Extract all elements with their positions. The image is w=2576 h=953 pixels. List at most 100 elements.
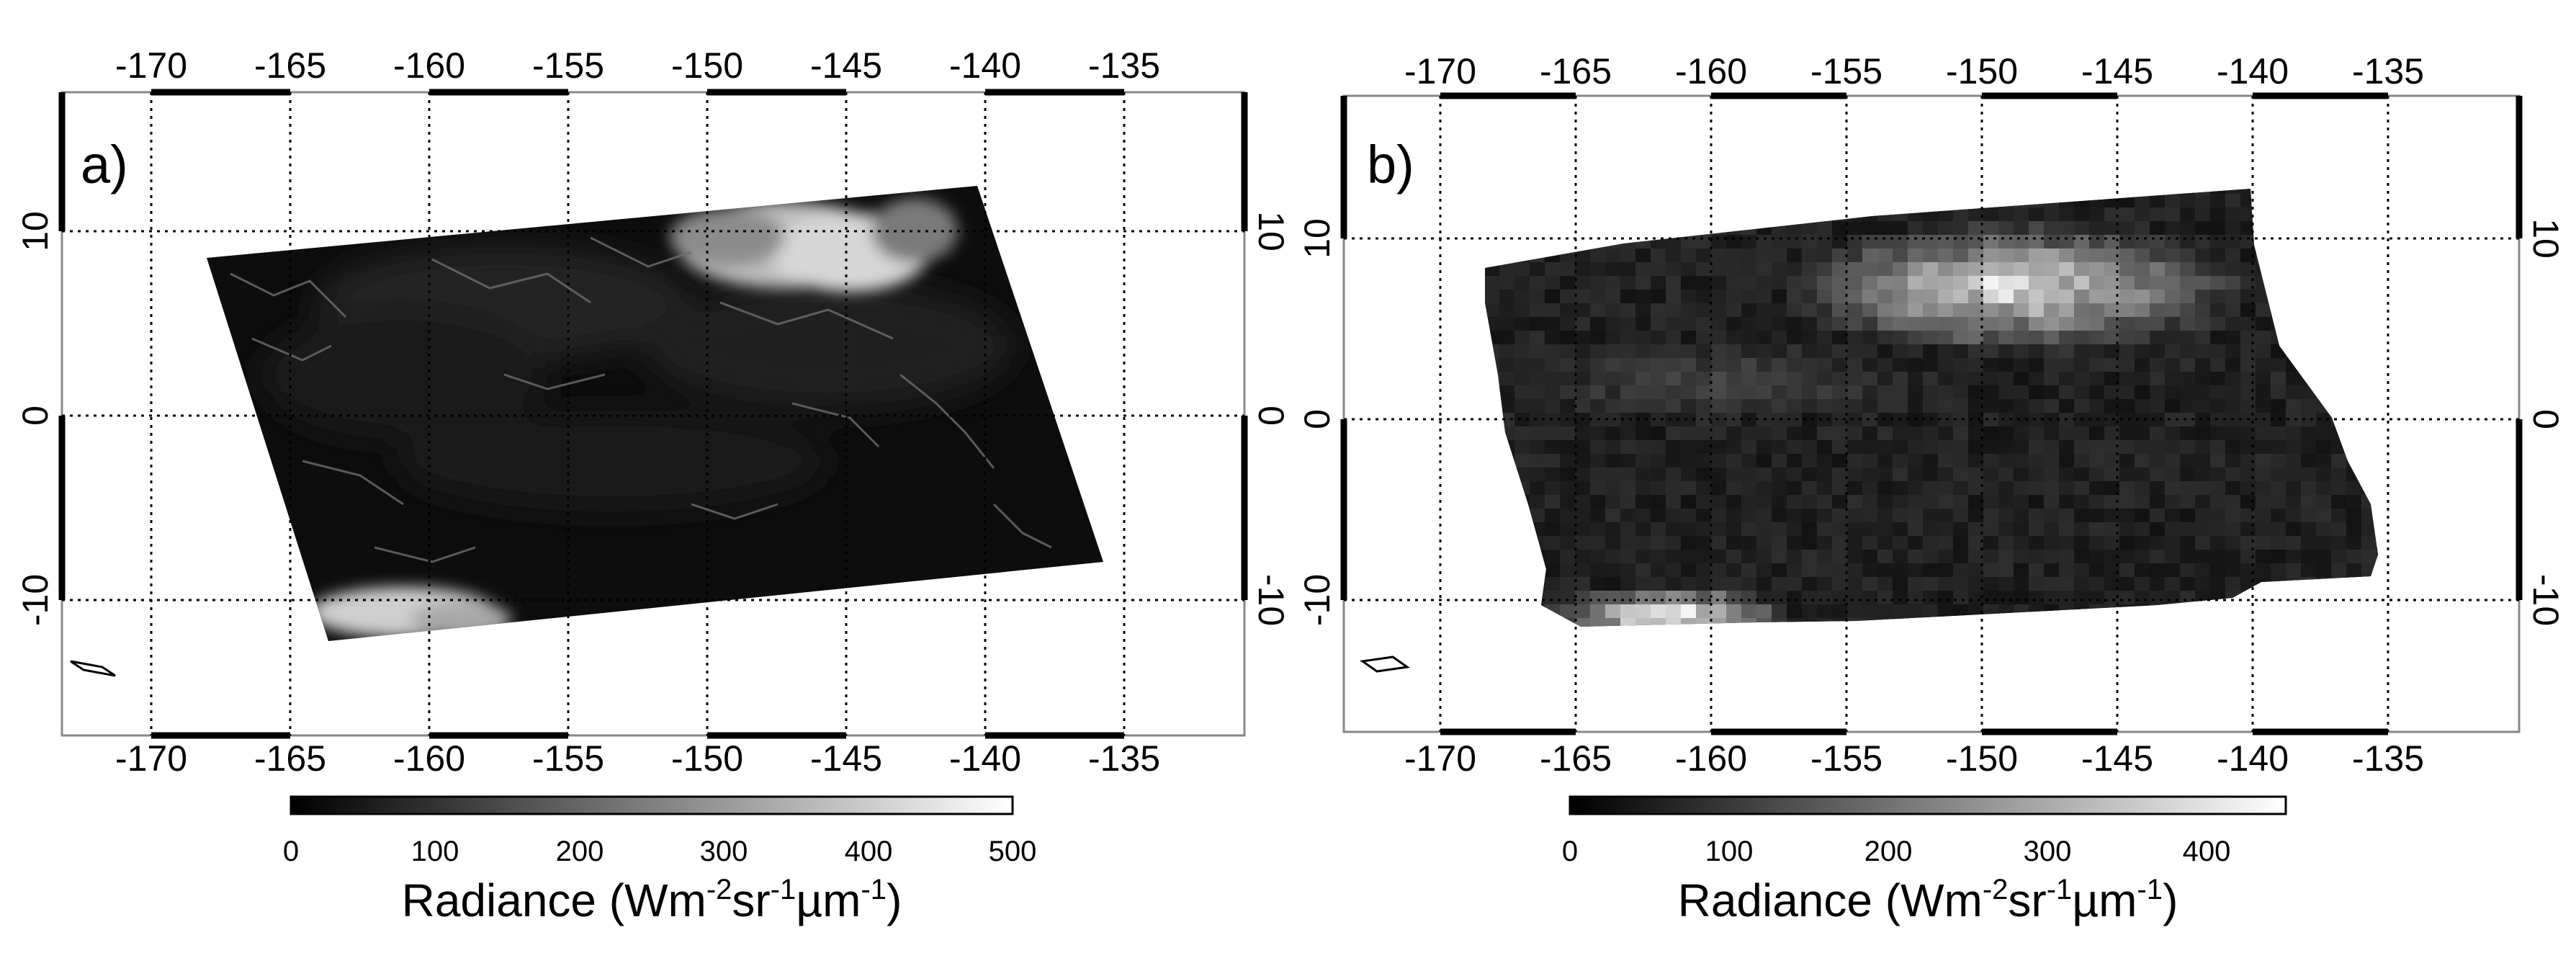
radiance-pixel [2135, 550, 2150, 564]
radiance-pixel [1696, 604, 1712, 619]
radiance-pixel [1923, 632, 1939, 646]
radiance-pixel [1832, 591, 1848, 605]
radiance-pixel [2392, 358, 2407, 372]
radiance-pixel [1862, 495, 1878, 509]
radiance-pixel [1938, 536, 1954, 550]
radiance-pixel [1620, 536, 1636, 550]
radiance-pixel [1998, 413, 2014, 427]
radiance-pixel [2225, 604, 2241, 619]
radiance-pixel [1681, 604, 1697, 619]
radiance-pixel [2135, 440, 2150, 455]
radiance-pixel [1877, 249, 1893, 263]
radiance-pixel [2316, 235, 2332, 249]
radiance-pixel [1605, 577, 1621, 591]
radiance-pixel [2240, 385, 2256, 400]
radiance-pixel [1514, 290, 1530, 304]
radiance-pixel [2256, 344, 2271, 359]
radiance-pixel [1756, 495, 1772, 509]
lon-tick-label: -170 [115, 738, 187, 779]
radiance-pixel [2210, 604, 2226, 619]
radiance-pixel [2150, 385, 2166, 400]
radiance-pixel [2074, 372, 2090, 386]
radiance-pixel [2150, 536, 2166, 550]
radiance-pixel [2029, 618, 2045, 627]
radiance-pixel [1877, 604, 1893, 619]
radiance-pixel [1877, 385, 1893, 400]
radiance-pixel [1485, 235, 1500, 249]
radiance-pixel [2135, 189, 2150, 194]
radiance-pixel [2377, 509, 2378, 523]
radiance-pixel [1635, 276, 1651, 290]
radiance-pixel [1620, 440, 1636, 455]
radiance-pixel [1756, 317, 1772, 331]
radiance-pixel [1560, 303, 1576, 318]
radiance-pixel [2240, 290, 2256, 304]
radiance-pixel [1756, 221, 1772, 236]
radiance-pixel [1635, 189, 1651, 194]
radiance-pixel [1772, 276, 1787, 290]
panel-b-inset-glyph [1360, 656, 1410, 673]
radiance-pixel [2240, 591, 2256, 605]
lon-tick-label: -160 [393, 738, 465, 779]
radiance-pixel [2331, 426, 2347, 441]
radiance-pixel [1877, 290, 1893, 304]
radiance-pixel [1666, 194, 1682, 208]
radiance-pixel [2301, 467, 2317, 482]
radiance-pixel [2029, 262, 2045, 277]
radiance-pixel [1651, 249, 1666, 263]
radiance-pixel [1575, 207, 1591, 222]
radiance-pixel [1908, 385, 1924, 400]
radiance-pixel [1605, 221, 1621, 236]
radiance-pixel [1741, 550, 1757, 564]
radiance-pixel [1469, 194, 1485, 208]
radiance-pixel [2377, 317, 2378, 331]
radiance-pixel [2210, 563, 2226, 578]
radiance-pixel [1651, 221, 1666, 236]
radiance-pixel [1893, 235, 1908, 249]
radiance-pixel [2135, 317, 2150, 331]
radiance-pixel [1651, 262, 1666, 277]
radiance-pixel [1514, 426, 1530, 441]
radiance-pixel [1832, 290, 1848, 304]
radiance-pixel [1968, 372, 1984, 386]
radiance-pixel [2361, 290, 2377, 304]
radiance-pixel [1590, 495, 1606, 509]
radiance-pixel [2089, 481, 2105, 496]
radiance-pixel [1847, 563, 1863, 578]
radiance-pixel [1983, 221, 1999, 236]
radiance-pixel [1802, 577, 1818, 591]
radiance-pixel [1923, 262, 1939, 277]
radiance-pixel [2195, 509, 2211, 523]
radiance-pixel [2301, 632, 2317, 646]
radiance-pixel [2240, 550, 2256, 564]
radiance-pixel [1575, 249, 1591, 263]
radiance-pixel [2150, 632, 2166, 646]
radiance-pixel [2240, 604, 2256, 619]
radiance-pixel [1908, 249, 1924, 263]
radiance-pixel [1968, 331, 1984, 345]
radiance-pixel [1938, 262, 1954, 277]
radiance-pixel [2059, 344, 2075, 359]
radiance-pixel [1681, 358, 1697, 372]
radiance-pixel [1620, 426, 1636, 441]
radiance-pixel [1923, 604, 1939, 619]
radiance-pixel [2286, 385, 2302, 400]
radiance-pixel [1953, 358, 1969, 372]
radiance-pixel [1620, 372, 1636, 386]
radiance-pixel [1983, 276, 1999, 290]
radiance-pixel [2256, 385, 2271, 400]
radiance-pixel [2271, 550, 2286, 564]
radiance-pixel [2119, 618, 2135, 627]
radiance-pixel [2059, 481, 2075, 496]
radiance-pixel [1741, 509, 1757, 523]
radiance-pixel [1787, 454, 1803, 468]
radiance-pixel [1605, 440, 1621, 455]
radiance-pixel [2256, 235, 2271, 249]
radiance-pixel [1530, 618, 1545, 627]
radiance-pixel [1908, 467, 1924, 482]
radiance-pixel [2256, 331, 2271, 345]
radiance-pixel [1485, 495, 1500, 509]
radiance-pixel [1499, 303, 1515, 318]
radiance-pixel [2059, 385, 2075, 400]
